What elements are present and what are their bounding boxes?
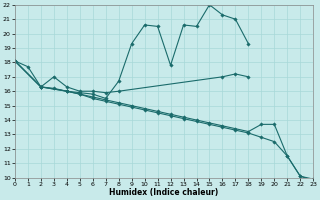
X-axis label: Humidex (Indice chaleur): Humidex (Indice chaleur) <box>109 188 219 197</box>
